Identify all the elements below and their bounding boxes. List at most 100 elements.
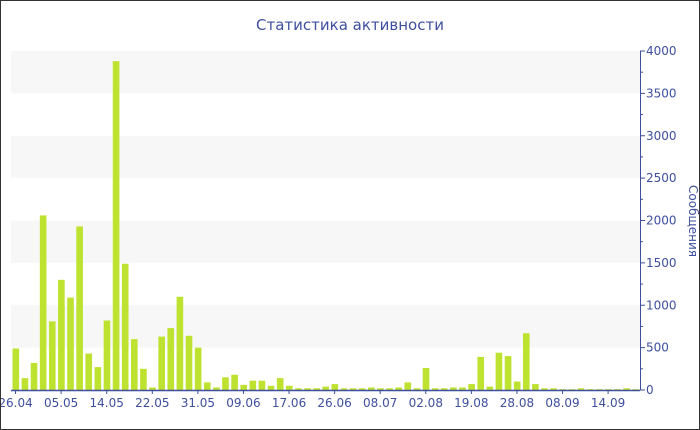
bar: [623, 388, 630, 390]
y-tick-label: 1000: [646, 298, 677, 312]
bar: [112, 61, 120, 391]
y-tick-label: 3000: [646, 129, 677, 143]
bar: [577, 388, 585, 390]
x-tick-label: 08.09: [545, 396, 579, 410]
bar: [231, 374, 238, 390]
bar: [331, 384, 339, 390]
bar: [568, 389, 576, 390]
bar: [513, 381, 521, 390]
bar: [632, 389, 639, 390]
bar: [267, 385, 275, 390]
bar: [12, 348, 20, 390]
bar: [222, 377, 229, 390]
grid-band: [11, 51, 640, 94]
bar: [413, 388, 421, 390]
bar: [131, 339, 138, 390]
axes: 0 500 1000 1500 2000 2500 3000 3500 4000 26.04 05.…: [1, 44, 677, 410]
x-tick-label: 26.06: [317, 396, 351, 410]
bar: [21, 378, 29, 390]
x-tick-label: 31.05: [181, 396, 215, 410]
bar: [322, 386, 330, 390]
bar: [586, 389, 594, 390]
bar: [422, 367, 430, 390]
bar: [176, 296, 184, 390]
x-tick-label: 14.09: [591, 396, 625, 410]
bar: [149, 387, 156, 390]
x-tick-label: 09.06: [226, 396, 260, 410]
bar: [213, 387, 220, 390]
bar: [258, 380, 266, 390]
bar: [358, 388, 366, 390]
x-tick-label: 17.06: [272, 396, 306, 410]
bar: [395, 387, 402, 390]
bar: [440, 388, 448, 390]
x-tick-label: 28.08: [500, 396, 534, 410]
bar: [249, 380, 257, 390]
bar: [559, 389, 567, 390]
bar: [541, 388, 548, 390]
y-axis-label: Сообщения: [686, 185, 699, 257]
x-tick-label: 02.08: [409, 396, 443, 410]
bar: [340, 388, 348, 390]
bar: [522, 333, 530, 390]
bar: [194, 347, 202, 390]
bar: [450, 387, 457, 390]
bar: [304, 388, 311, 390]
x-tick-label: 22.05: [135, 396, 169, 410]
y-tick-label: 0: [646, 383, 654, 397]
grid-band: [11, 135, 640, 179]
bar: [313, 388, 320, 390]
bar: [368, 387, 375, 390]
bar: [295, 388, 302, 390]
y-tick-label: 1500: [646, 256, 677, 270]
bar: [85, 353, 93, 390]
x-tick-label: 08.07: [363, 396, 397, 410]
bar: [94, 367, 102, 390]
grid-band: [11, 220, 640, 263]
bar: [276, 378, 284, 390]
bar: [76, 226, 83, 390]
bar: [58, 279, 65, 390]
bar: [550, 388, 557, 390]
y-tick-label: 2500: [646, 171, 677, 185]
bar: [48, 321, 56, 390]
bar: [103, 320, 111, 390]
bar: [477, 356, 485, 390]
bar: [158, 336, 165, 390]
bar: [431, 388, 439, 390]
bar: [185, 335, 193, 390]
x-tick-label: 19.08: [454, 396, 488, 410]
x-tick-label: 14.05: [90, 396, 124, 410]
bar: [67, 297, 74, 390]
y-tick-label: 500: [646, 341, 669, 355]
bar: [605, 389, 612, 390]
bar: [495, 352, 503, 390]
bar: [39, 215, 47, 390]
y-tick-label: 3500: [646, 86, 677, 100]
grid-bands: [11, 51, 640, 348]
bar: [486, 386, 494, 390]
bar: [377, 388, 384, 390]
bar: [386, 388, 393, 390]
bar: [404, 382, 412, 390]
bar: [240, 384, 248, 390]
bar: [121, 263, 129, 390]
bars: [12, 61, 639, 391]
bar: [595, 389, 603, 390]
bar: [167, 328, 175, 390]
y-tick-label: 4000: [646, 44, 677, 58]
bar: [504, 356, 512, 390]
bar: [203, 382, 211, 390]
bar: [30, 362, 38, 390]
bar: [468, 384, 475, 390]
x-tick-label: 05.05: [44, 396, 78, 410]
bar: [285, 385, 293, 390]
chart-title: Статистика активности: [256, 16, 444, 34]
x-tick-label: 26.04: [1, 396, 33, 410]
bar: [532, 384, 539, 390]
bar: [459, 387, 466, 390]
y-tick-label: 2000: [646, 214, 677, 228]
bar: [140, 368, 147, 390]
